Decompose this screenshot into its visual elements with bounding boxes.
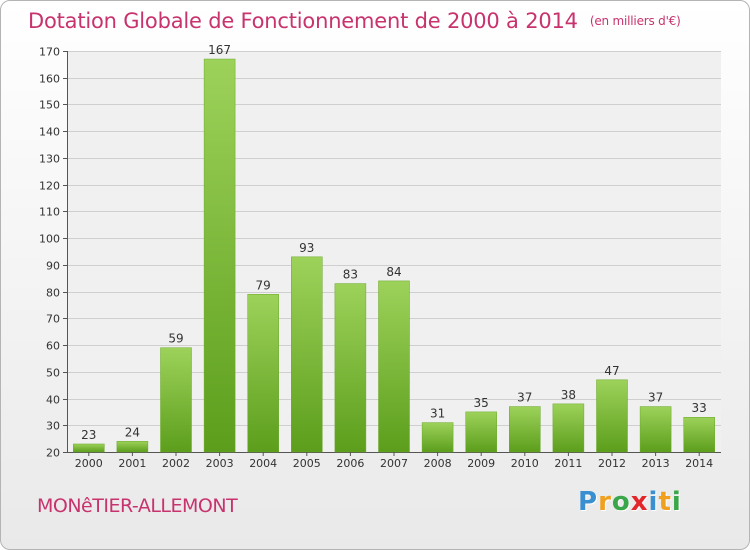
y-tick-label: 30 (46, 420, 60, 433)
y-tick-label: 140 (39, 126, 60, 139)
logo-letter: r (598, 487, 612, 517)
bar-value-label: 37 (648, 391, 663, 405)
y-tick-label: 70 (46, 313, 60, 326)
x-tick-label: 2014 (685, 457, 713, 470)
y-tick-label: 40 (46, 394, 60, 407)
chart-title-text: Dotation Globale de Fonctionnement de 20… (28, 9, 578, 33)
x-tick-label: 2008 (424, 457, 452, 470)
bar (378, 280, 410, 453)
x-tick-label: 2007 (380, 457, 408, 470)
x-tick-label: 2006 (336, 457, 364, 470)
logo-letter: t (658, 487, 672, 517)
x-tick-label: 2001 (118, 457, 146, 470)
bar-value-label: 167 (208, 43, 231, 57)
bar (421, 422, 454, 453)
x-tick-label: 2004 (249, 457, 277, 470)
bar (247, 294, 279, 453)
bar-value-label: 79 (256, 278, 271, 292)
x-tick-label: 2011 (554, 457, 582, 470)
proxiti-logo[interactable]: Proxiti (578, 487, 682, 517)
y-tick-label: 150 (39, 99, 60, 112)
bar (596, 379, 628, 453)
chart-title: Dotation Globale de Fonctionnement de 20… (28, 9, 681, 33)
x-tick-label: 2002 (162, 457, 190, 470)
y-tick-label: 60 (46, 340, 60, 353)
bar-value-label: 31 (430, 407, 445, 421)
bar-value-label: 84 (386, 265, 401, 279)
bar-value-label: 23 (81, 428, 96, 442)
y-tick-label: 130 (39, 153, 60, 166)
bar-value-label: 47 (604, 364, 619, 378)
x-tick-label: 2010 (511, 457, 539, 470)
bar (683, 416, 715, 453)
bar-value-label: 24 (125, 425, 140, 439)
bar (552, 403, 585, 453)
y-tick-label: 110 (39, 206, 60, 219)
bar (509, 406, 541, 453)
bar (203, 58, 236, 453)
bar (334, 283, 367, 453)
logo-letter: i (671, 487, 682, 517)
chart-subtitle: (en milliers d'€) (589, 14, 681, 28)
logo-letter: x (630, 487, 649, 517)
bar-value-label: 93 (299, 241, 314, 255)
bar-value-label: 35 (474, 396, 489, 410)
bar (73, 443, 105, 453)
bar (465, 411, 497, 453)
y-tick-label: 100 (39, 233, 60, 246)
bar (291, 256, 323, 453)
y-tick-label: 50 (46, 367, 60, 380)
x-tick-label: 2000 (75, 457, 103, 470)
x-tick-label: 2013 (642, 457, 670, 470)
y-tick-label: 80 (46, 287, 60, 300)
bar (116, 441, 149, 453)
bar (160, 347, 192, 453)
logo-letter: P (578, 487, 599, 517)
y-tick-label: 160 (39, 73, 60, 86)
y-tick-label: 90 (46, 260, 60, 273)
logo-letter: i (648, 487, 659, 517)
bar-value-label: 33 (692, 401, 707, 415)
y-tick-label: 20 (46, 447, 60, 460)
x-tick-label: 2005 (293, 457, 321, 470)
bar-value-label: 83 (343, 268, 358, 282)
commune-name: MONêTIER-ALLEMONT (37, 495, 238, 517)
x-tick-label: 2009 (467, 457, 495, 470)
logo-letter: o (611, 487, 631, 517)
bar-value-label: 38 (561, 388, 576, 402)
x-tick-label: 2003 (206, 457, 234, 470)
bar-value-label: 37 (517, 391, 532, 405)
y-tick-label: 120 (39, 180, 60, 193)
bar (639, 406, 672, 453)
y-tick-label: 170 (39, 46, 60, 59)
x-tick-label: 2012 (598, 457, 626, 470)
bar-value-label: 59 (168, 332, 183, 346)
